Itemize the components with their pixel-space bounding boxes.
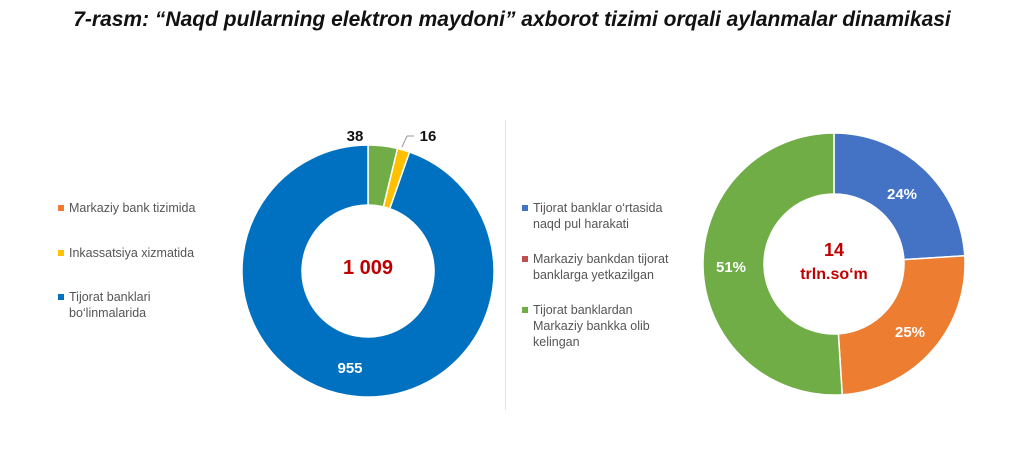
legend-item: Inkassatsiya xizmatida [58, 245, 248, 261]
legend-label: Tijorat banklardan Markaziy bankka olib … [533, 303, 650, 349]
slice-label-38: 38 [347, 128, 364, 145]
legend-right: Tijorat banklar o‘rtasida naqd pul harak… [522, 200, 697, 360]
slice-label-955: 955 [337, 360, 362, 377]
legend-label: Markaziy bankdan tijorat banklarga yetka… [533, 252, 669, 282]
legend-label: Markaziy bank tizimida [69, 201, 196, 215]
slice-label-16: 16 [420, 128, 437, 145]
slice-label-25: 25% [895, 324, 925, 341]
chart-title: 7-rasm: “Naqd pullarning elektron maydon… [73, 8, 951, 31]
leader-line [401, 135, 408, 148]
donut-chart-left [241, 144, 495, 398]
legend-item: Markaziy bankdan tijorat banklarga yetka… [522, 251, 687, 283]
legend-swatch [58, 250, 64, 256]
legend-label: Inkassatsiya xizmatida [69, 246, 195, 260]
legend-swatch [522, 256, 528, 262]
donut-slice-0 [833, 132, 966, 261]
legend-swatch [58, 205, 64, 211]
legend-label: Tijorat banklari bo‘linmalarida [69, 290, 151, 320]
donut-center-total: 1 009 [343, 257, 393, 279]
legend-left: Markaziy bank tizimida Inkassatsiya xizm… [58, 200, 258, 330]
slice-label-24: 24% [887, 186, 917, 203]
legend-swatch [522, 205, 528, 211]
donut-slice-2 [702, 132, 844, 396]
legend-swatch [522, 307, 528, 313]
legend-label: Tijorat banklar o‘rtasida naqd pul harak… [533, 201, 663, 231]
slice-label-51: 51% [716, 259, 746, 276]
legend-item: Tijorat banklardan Markaziy bankka olib … [522, 302, 667, 350]
donut-chart-right [702, 132, 966, 396]
legend-item: Tijorat banklari bo‘linmalarida [58, 289, 188, 321]
donut-slice-1 [837, 254, 966, 396]
legend-item: Tijorat banklar o‘rtasida naqd pul harak… [522, 200, 687, 232]
legend-swatch [58, 294, 64, 300]
donut-slice-2 [241, 144, 495, 398]
donut-center-unit: trln.so‘m [800, 266, 868, 283]
legend-item: Markaziy bank tizimida [58, 200, 248, 216]
donut-center-value: 14 [824, 240, 844, 260]
divider [505, 120, 506, 410]
